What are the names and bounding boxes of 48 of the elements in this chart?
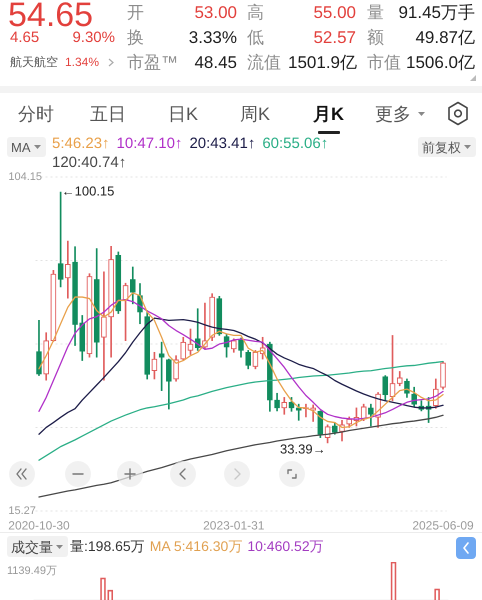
text: 航天航空	[10, 55, 58, 69]
candlestick	[390, 335, 396, 402]
text: 更多	[375, 104, 411, 124]
text: 52.57	[313, 28, 356, 46]
text: 周K	[240, 104, 270, 124]
text: 量	[367, 2, 384, 22]
text: 20:43.41↑	[189, 134, 256, 152]
text: 低	[247, 28, 264, 46]
text: 1506.0亿	[406, 52, 475, 72]
text: 额	[367, 28, 384, 46]
text: 91.45万手	[398, 2, 475, 22]
text: 前复权	[422, 140, 461, 154]
text: 五日	[90, 104, 126, 124]
annotation: ←100.15	[62, 184, 114, 199]
text: 开	[127, 2, 144, 22]
text: 1.34%	[65, 55, 100, 69]
text: MA 5:416.30万	[150, 538, 242, 554]
text: 量:198.65万	[70, 538, 145, 554]
text: 48.45	[194, 52, 237, 72]
legend-title: MA	[11, 140, 30, 154]
text: 高	[247, 2, 264, 22]
text: 49.87亿	[415, 28, 475, 46]
text: 1501.9亿	[288, 52, 357, 72]
text: 月K	[313, 104, 344, 124]
y-tick-label: 15.27	[8, 505, 36, 518]
text: 9.30%	[72, 28, 115, 46]
text: 10:460.52万	[247, 538, 324, 554]
x-tick-label: 2023-01-31	[203, 518, 265, 533]
text: 60:55.06↑	[262, 134, 328, 152]
text: 市盈™	[127, 52, 178, 72]
text: 5:46.23↑	[52, 134, 110, 152]
annotation: 33.39→	[280, 441, 326, 456]
text: 4.65	[10, 28, 40, 46]
text: 市值	[367, 52, 401, 72]
annotation: 1139.49万	[7, 564, 57, 578]
x-tick-label: 2025-06-09	[412, 518, 474, 533]
text: 分时	[18, 104, 54, 124]
text: 流值	[247, 52, 281, 72]
chart-title: 成交量	[11, 538, 53, 554]
text: 55.00	[313, 2, 356, 22]
text: 120:40.74↑	[52, 152, 126, 172]
y-tick-label: 104.15	[8, 171, 42, 184]
text: 10:47.10↑	[116, 134, 182, 152]
text: 日K	[168, 104, 198, 124]
text: 换	[127, 28, 144, 46]
text: 53.00	[194, 2, 237, 22]
x-tick-label: 2020-10-30	[8, 518, 70, 533]
text: 3.33%	[188, 28, 237, 46]
